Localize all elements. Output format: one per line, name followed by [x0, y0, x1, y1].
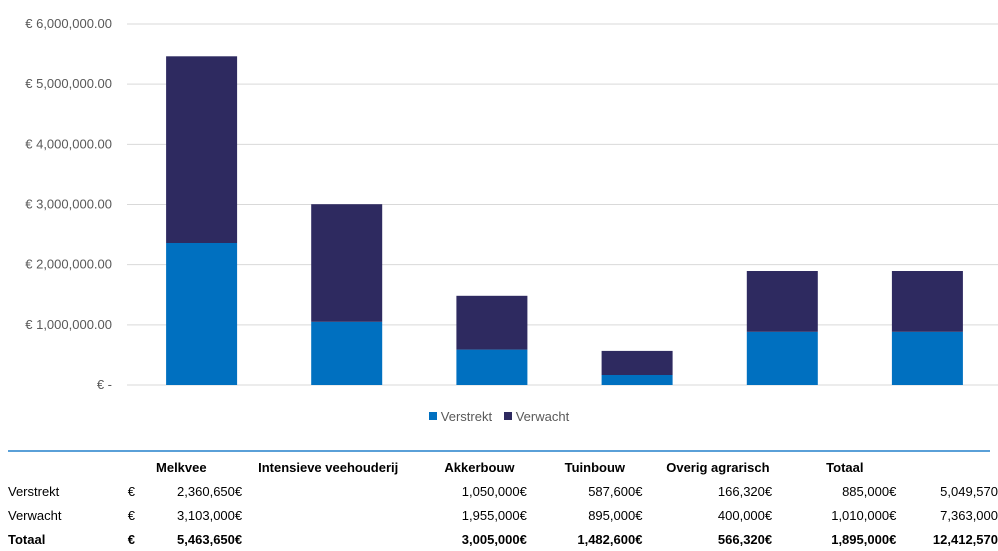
table-cell: 5,049,570 — [940, 483, 998, 499]
table-cell: 1,050,000 — [461, 483, 520, 499]
chart-legend: Verstrekt Verwacht — [0, 408, 998, 424]
table-header-row: Melkvee Intensieve veehouderij Akkerbouw… — [8, 455, 998, 479]
table-cell: 166,320 — [717, 483, 765, 499]
table-cell: 3,005,000 — [461, 531, 520, 547]
table-cell: 1,955,000 — [461, 507, 520, 523]
table-cell: 7,363,000 — [940, 507, 998, 523]
table-cell: 400,000 — [717, 507, 765, 523]
y-tick-label: € 6,000,000.00 — [25, 16, 112, 31]
currency-symbol: € — [764, 483, 773, 499]
bar-verwacht-4 — [601, 350, 673, 375]
legend-item-verwacht: Verwacht — [503, 408, 570, 424]
y-tick-label: € 5,000,000.00 — [25, 76, 112, 91]
table-cell: 1,482,600 — [577, 531, 636, 547]
currency-symbol: € — [127, 531, 135, 547]
table-cell: 5,463,650 — [177, 531, 235, 547]
y-tick-label: € 3,000,000.00 — [25, 197, 112, 212]
table-cell: 895,000 — [588, 507, 636, 523]
table-cell: 587,600 — [588, 483, 636, 499]
bar-verwacht-3 — [456, 295, 528, 350]
bar-verwacht-5 — [746, 271, 818, 332]
currency-symbol: € — [764, 507, 773, 523]
bar-verwacht-2 — [311, 204, 383, 322]
row-label: Verwacht — [8, 507, 62, 523]
table-row-totaal: Totaal € 5,463,650 € 3,005,000 € 1,482,6… — [8, 527, 998, 551]
table-cell: 2,360,650 — [177, 483, 235, 499]
currency-symbol: € — [889, 483, 897, 499]
legend-item-verstrekt: Verstrekt — [428, 408, 493, 424]
currency-symbol: € — [635, 483, 643, 499]
currency-symbol: € — [234, 483, 243, 499]
legend-label-verwacht: Verwacht — [515, 408, 570, 424]
currency-symbol: € — [127, 507, 135, 523]
row-label: Totaal — [8, 531, 46, 547]
y-tick-label: € - — [97, 377, 112, 392]
currency-symbol: € — [519, 507, 527, 523]
header-intensieve-veehouderij: Intensieve veehouderij — [258, 459, 399, 475]
bar-verstrekt-1 — [166, 243, 238, 385]
stacked-bar-chart: € - € 1,000,000.00 € 2,000,000.00 € 3,000,0… — [25, 16, 998, 392]
legend-swatch-verstrekt — [428, 412, 437, 420]
table-cell: 1,895,000 — [831, 531, 890, 547]
currency-symbol: € — [519, 531, 527, 547]
header-melkvee: Melkvee — [156, 459, 207, 475]
header-overig-agrarisch: Overig agrarisch — [666, 459, 770, 475]
currency-symbol: € — [889, 531, 897, 547]
currency-symbol: € — [519, 483, 527, 499]
y-tick-label: € 1,000,000.00 — [25, 317, 112, 332]
currency-symbol: € — [635, 507, 643, 523]
currency-symbol: € — [635, 531, 643, 547]
y-tick-label: € 4,000,000.00 — [25, 136, 112, 151]
table-cell: 566,320 — [717, 531, 765, 547]
bar-verwacht-1 — [166, 56, 238, 243]
header-totaal: Totaal — [826, 459, 864, 475]
currency-symbol: € — [764, 531, 773, 547]
table-cell: 885,000 — [842, 483, 890, 499]
row-label: Verstrekt — [8, 483, 60, 499]
legend-label-verstrekt: Verstrekt — [440, 408, 493, 424]
currency-symbol: € — [889, 507, 897, 523]
legend-swatch-verwacht — [503, 412, 512, 420]
y-tick-label: € 2,000,000.00 — [25, 257, 112, 272]
bar-verstrekt-5 — [746, 331, 818, 385]
bar-verstrekt-6 — [891, 331, 963, 385]
currency-symbol: € — [234, 531, 243, 547]
data-table: Melkvee Intensieve veehouderij Akkerbouw… — [8, 455, 998, 551]
bar-verstrekt-4 — [601, 375, 673, 385]
header-akkerbouw: Akkerbouw — [444, 459, 515, 475]
bar-verstrekt-2 — [311, 321, 383, 385]
table-cell: 3,103,000 — [177, 507, 235, 523]
table-top-rule — [8, 450, 990, 452]
header-tuinbouw: Tuinbouw — [564, 459, 625, 475]
table-row-verstrekt: Verstrekt € 2,360,650 € 1,050,000 € 587,… — [8, 479, 998, 503]
currency-symbol: € — [234, 507, 243, 523]
table-cell: 1,010,000 — [831, 507, 890, 523]
currency-symbol: € — [127, 483, 135, 499]
bar-verstrekt-3 — [456, 349, 528, 385]
bar-verwacht-6 — [891, 271, 963, 332]
table-cell: 12,412,570 — [932, 531, 998, 547]
table-row-verwacht: Verwacht € 3,103,000 € 1,955,000 € 895,0… — [8, 503, 998, 527]
